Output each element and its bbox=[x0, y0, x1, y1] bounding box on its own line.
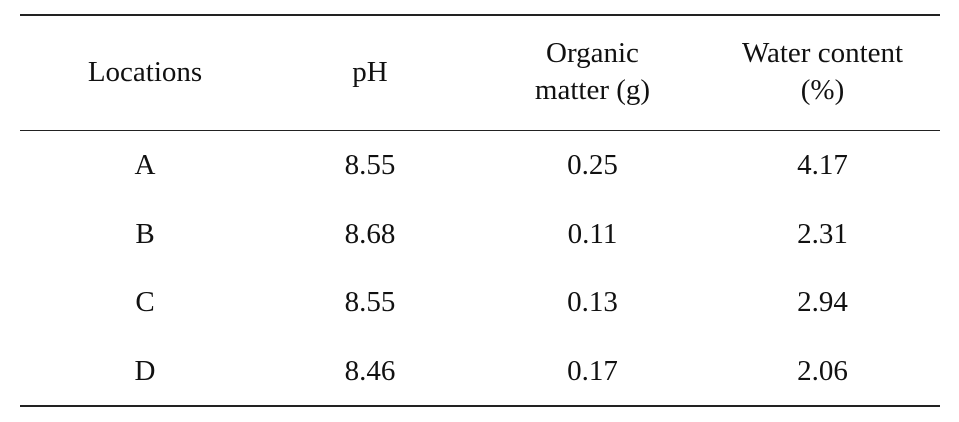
header-locations-label: Locations bbox=[87, 55, 203, 88]
cell-organic-matter: 0.13 bbox=[567, 286, 618, 318]
header-locations: Locations bbox=[40, 14, 250, 130]
cell-location: A bbox=[134, 149, 156, 181]
cell-ph: 8.55 bbox=[344, 286, 396, 318]
table-top-rule bbox=[20, 14, 940, 16]
cell-ph: 8.55 bbox=[344, 149, 396, 181]
header-ph-label: pH bbox=[352, 55, 388, 88]
header-water-content-line1: Water content bbox=[741, 37, 904, 69]
cell-organic-matter: 0.25 bbox=[567, 149, 618, 181]
cell-organic-matter: 0.11 bbox=[567, 218, 618, 250]
header-water-content: Water content (%) bbox=[715, 14, 930, 130]
header-organic-matter-line2: matter (g) bbox=[534, 74, 651, 106]
header-ph: pH bbox=[270, 14, 470, 130]
header-water-content-line2: (%) bbox=[800, 74, 845, 106]
cell-location: C bbox=[135, 286, 155, 318]
table-header-rule bbox=[20, 130, 940, 131]
cell-water-content: 2.06 bbox=[797, 355, 848, 387]
header-organic-matter-line1: Organic bbox=[546, 37, 639, 69]
cell-location: D bbox=[134, 355, 156, 387]
cell-water-content: 4.17 bbox=[797, 149, 848, 181]
header-organic-matter: Organic matter (g) bbox=[490, 14, 695, 130]
cell-ph: 8.68 bbox=[344, 218, 396, 250]
cell-location: B bbox=[135, 218, 155, 250]
table-bottom-rule bbox=[20, 405, 940, 407]
cell-water-content: 2.94 bbox=[797, 286, 848, 318]
cell-ph: 8.46 bbox=[344, 355, 396, 387]
cell-organic-matter: 0.17 bbox=[567, 355, 618, 387]
cell-water-content: 2.31 bbox=[797, 218, 848, 250]
